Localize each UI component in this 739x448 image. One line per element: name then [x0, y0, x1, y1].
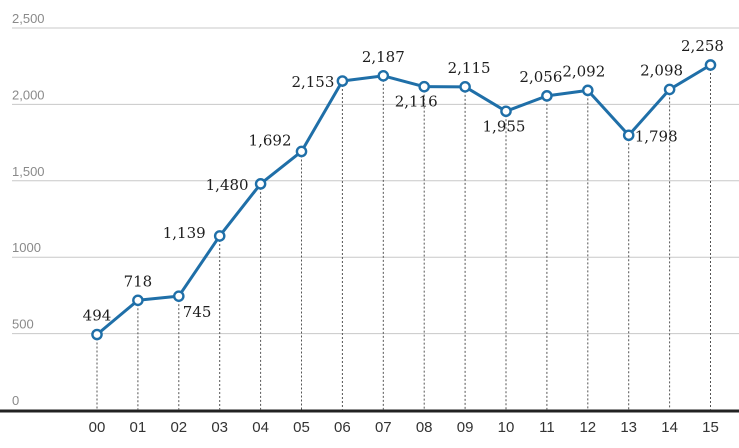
data-label: 745	[183, 303, 212, 321]
data-label: 1,955	[483, 117, 526, 135]
x-tick-label: 06	[334, 419, 351, 436]
data-label: 2,098	[640, 61, 683, 79]
grid-layer: 0 500 1000 1,500 2,000 2,500	[0, 11, 739, 413]
data-label: 1,798	[635, 127, 678, 145]
data-label: 2,116	[395, 93, 438, 111]
x-tick-label: 01	[130, 419, 147, 436]
data-point	[459, 81, 471, 93]
x-tick-label: 04	[252, 419, 269, 436]
x-tick-label: 15	[702, 419, 719, 436]
data-label: 1,480	[206, 176, 249, 194]
data-point	[172, 290, 185, 302]
x-tick-label: 09	[457, 419, 474, 436]
data-point	[132, 294, 144, 307]
data-label-layer: 494 718 745 1,139 1,480 1,692 2,153 2,187 2,116 2…	[83, 37, 724, 325]
y-tick-label: 2,500	[12, 11, 45, 26]
data-label: 2,258	[681, 37, 724, 55]
data-point	[663, 83, 676, 96]
data-label: 1,139	[163, 224, 206, 242]
data-label: 2,115	[448, 59, 491, 77]
y-tick-label: 1000	[12, 240, 41, 255]
data-point	[582, 84, 594, 97]
x-tick-label: 13	[620, 419, 637, 436]
x-tick-label: 07	[375, 419, 392, 436]
y-tick-label: 500	[12, 317, 34, 332]
data-point	[622, 129, 635, 142]
x-tick-label: 11	[539, 419, 555, 436]
data-point	[213, 230, 226, 242]
data-point	[91, 328, 103, 341]
x-tick-layer: 00 01 02 03 04 05 06 07 08 09 10 11 12 13 14 15	[89, 419, 719, 436]
data-point	[254, 178, 267, 190]
data-label: 718	[124, 272, 153, 290]
dropline-layer	[96, 64, 711, 410]
x-tick-label: 12	[579, 419, 596, 436]
y-tick-label: 1,500	[12, 164, 45, 179]
data-label: 2,187	[362, 48, 405, 66]
data-point	[295, 145, 308, 158]
x-tick-label: 00	[89, 419, 106, 436]
x-tick-label: 10	[498, 419, 515, 436]
data-point	[336, 75, 349, 87]
point-layer	[91, 59, 717, 341]
data-label: 1,692	[249, 131, 292, 149]
data-point	[377, 70, 390, 82]
x-tick-label: 05	[293, 419, 310, 436]
data-point	[500, 105, 512, 118]
x-tick-label: 08	[416, 419, 433, 436]
series-line-layer	[96, 63, 712, 336]
data-point	[541, 90, 553, 102]
x-tick-label: 03	[211, 419, 228, 436]
data-label: 2,153	[291, 73, 334, 91]
y-tick-label: 2,000	[12, 87, 45, 102]
data-label: 2,092	[562, 62, 605, 80]
x-tick-label: 14	[661, 419, 678, 436]
y-tick-label: 0	[12, 393, 19, 408]
data-label: 494	[83, 307, 112, 325]
data-label: 2,056	[519, 68, 562, 86]
x-tick-label: 02	[170, 419, 187, 436]
series-line	[96, 63, 712, 336]
data-point	[704, 59, 717, 71]
data-point	[418, 80, 431, 93]
